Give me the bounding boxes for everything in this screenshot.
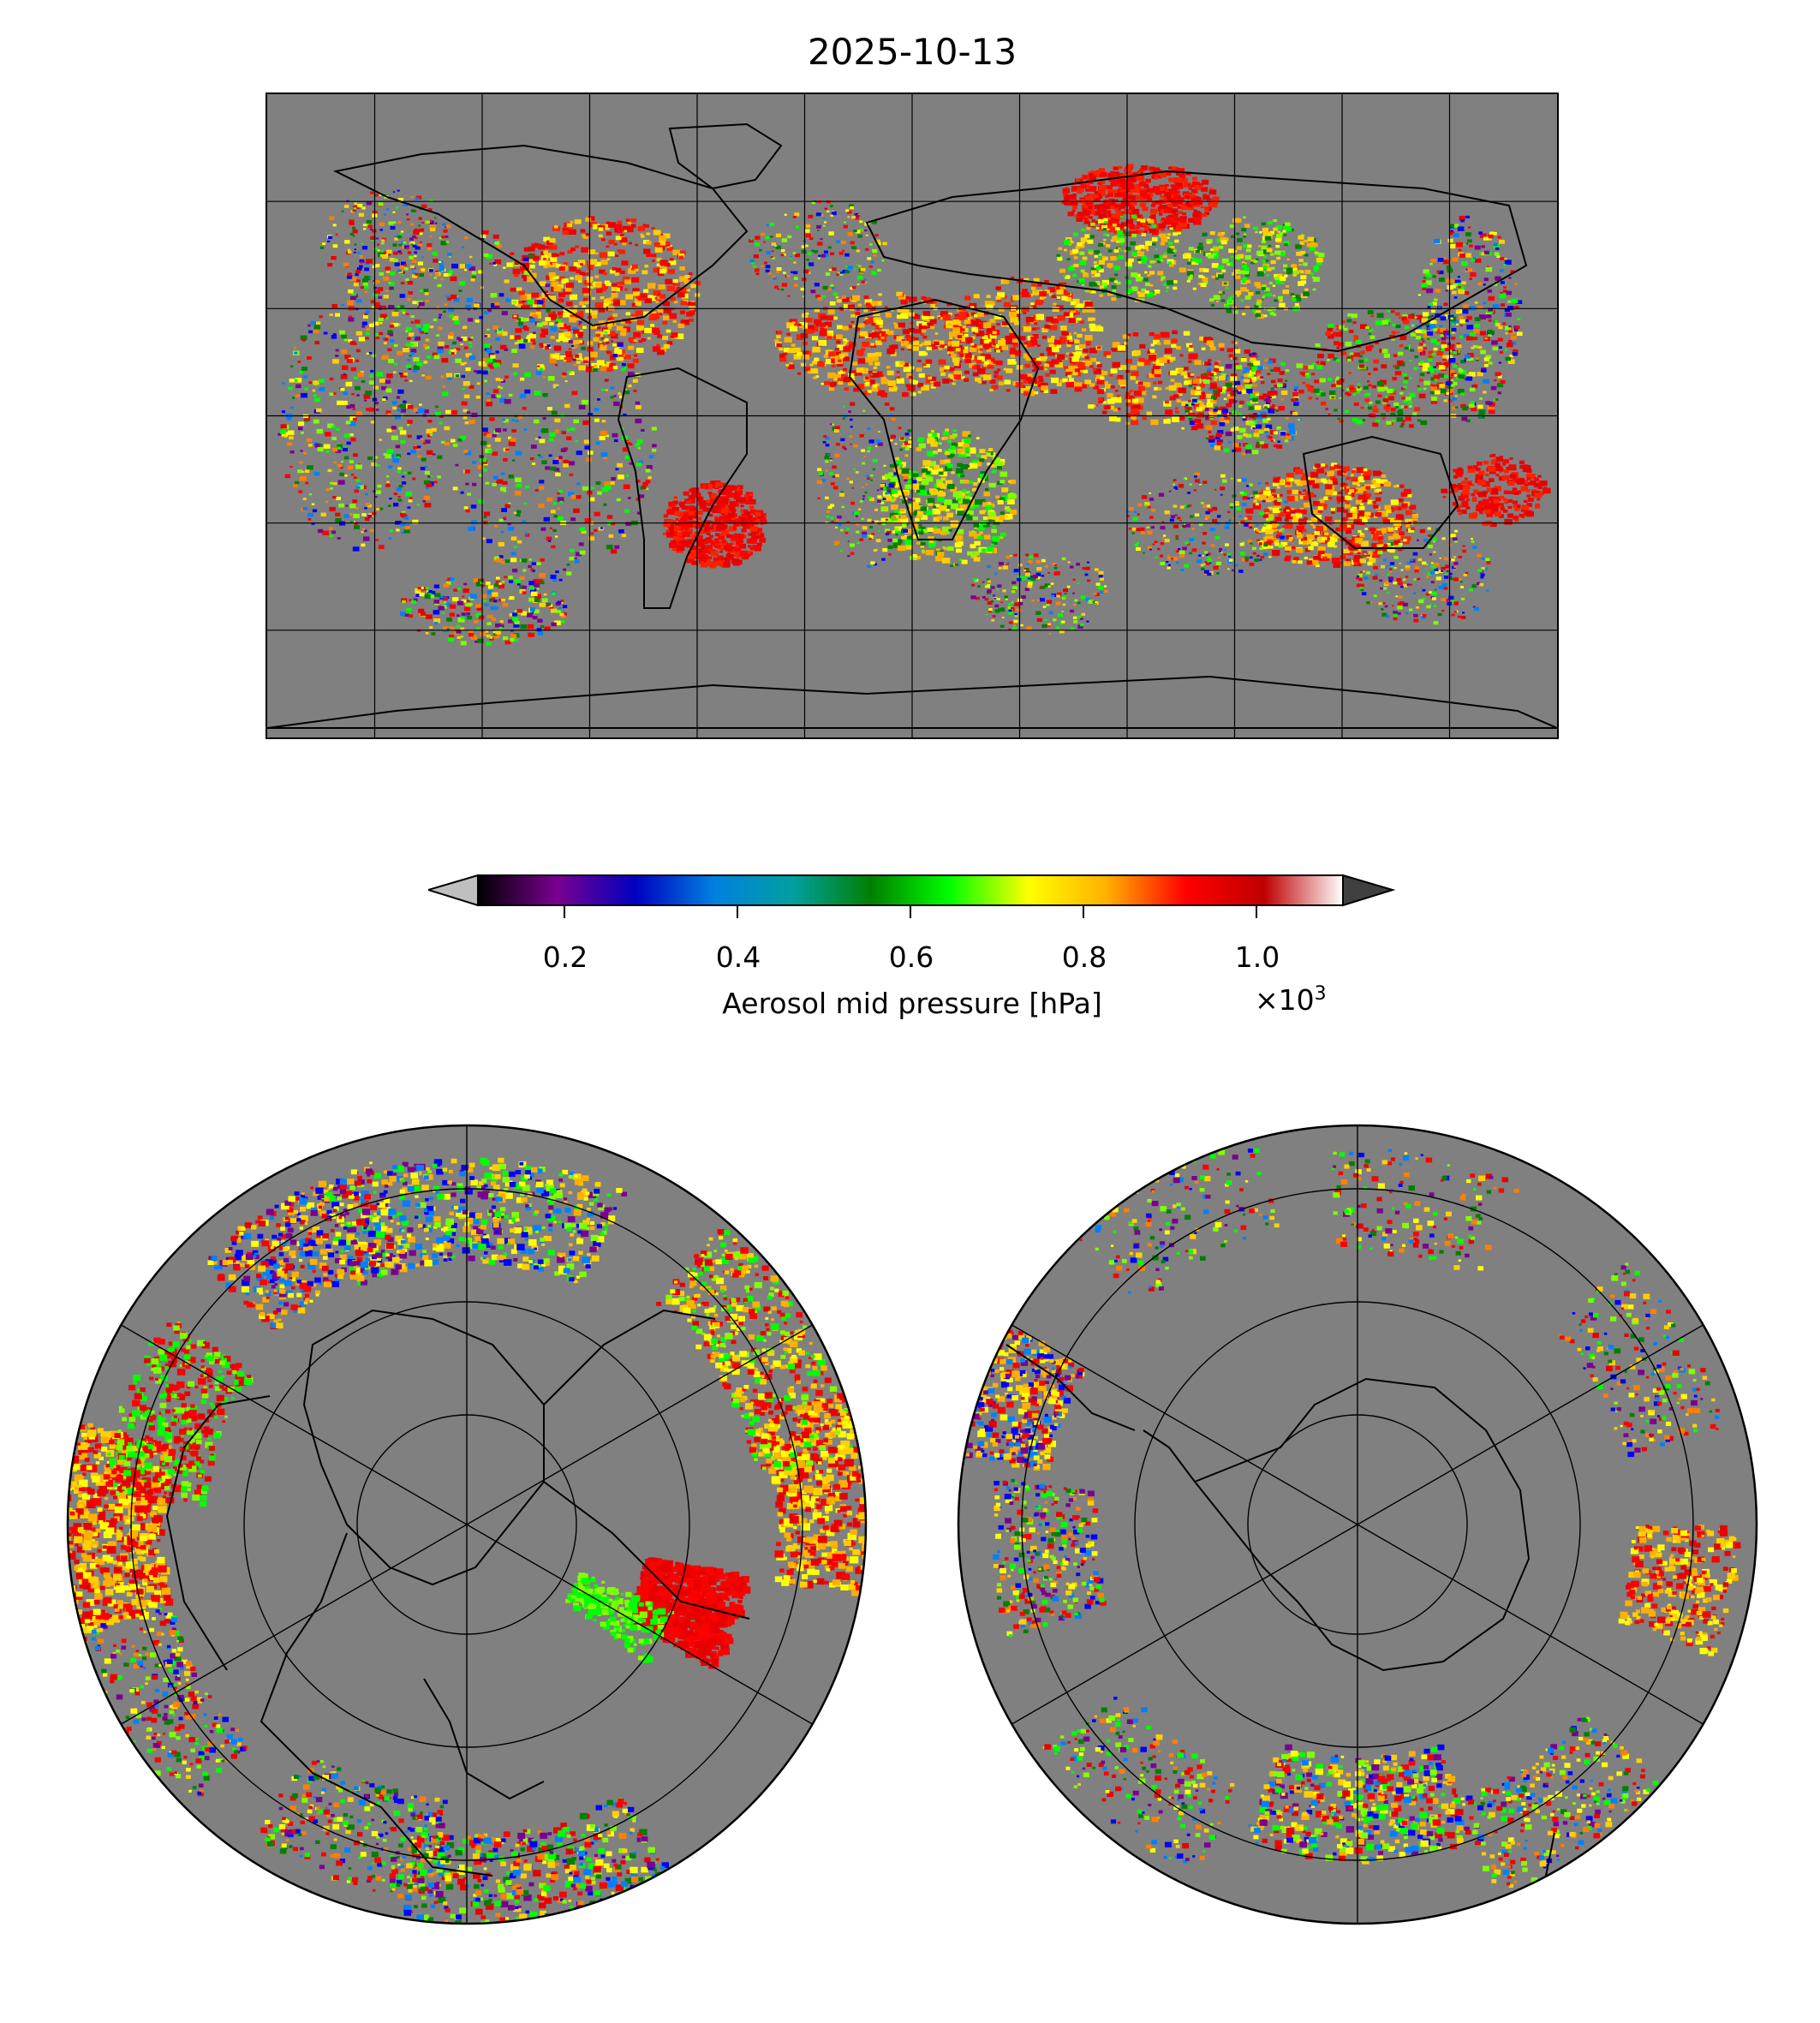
world-map [266,92,1559,739]
coastline [1005,1344,1136,1431]
coastline [543,1309,716,1405]
coastline [1143,1429,1196,1483]
north-polar-map [66,1124,868,1925]
coastline [1193,1377,1531,1672]
coastline [848,298,1040,540]
south-polar-map [957,1124,1758,1925]
colorbar-label: Aerosol mid pressure [hPa] [722,987,1102,1020]
colorbar [428,874,1396,918]
coastlines [267,122,1557,729]
gridlines [117,1125,816,1924]
colorbar-tick-label: 0.4 [715,940,761,974]
colorbar-multiplier: ×103 [1255,983,1327,1017]
colorbar-ticks [564,905,1257,918]
coastline [865,170,1528,353]
coastline [1302,435,1459,549]
colorbar-tick-label: 0.8 [1061,940,1107,974]
colorbar-tick-label: 0.2 [542,940,588,974]
colorbar-over-arrow [1342,874,1396,907]
coastline [668,122,783,190]
colorbar-gradient [477,874,1344,906]
aerosol-data-layer [68,1157,866,1924]
coastline [165,1395,271,1671]
colorbar-tick-label: 1.0 [1234,940,1280,974]
map-title: 2025-10-13 [807,31,1017,73]
coastline [332,144,749,327]
coastline [302,1309,545,1586]
gridlines [1008,1125,1707,1924]
colorbar-tick-label: 0.6 [888,940,934,974]
coastline [267,675,1557,729]
coastline [617,367,748,609]
aerosol-data-layer [277,164,1551,646]
gridlines [267,94,1557,737]
colorbar-under-arrow [428,874,479,907]
coastline [543,1481,750,1620]
